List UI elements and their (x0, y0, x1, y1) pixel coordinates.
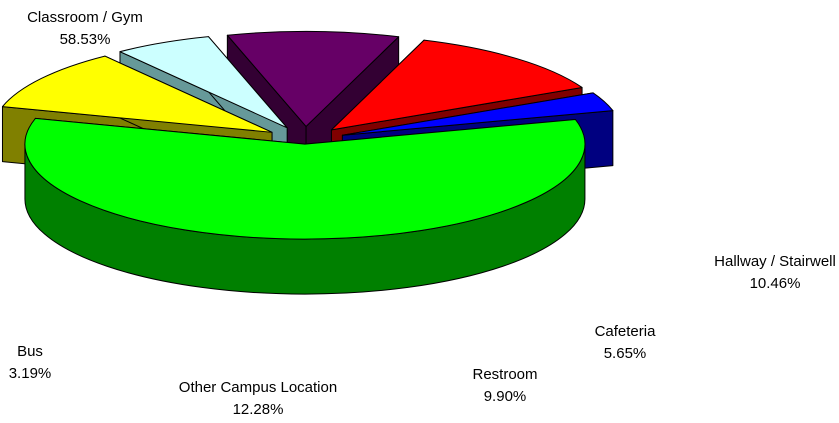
slice-value-label: 58.53% (60, 31, 111, 48)
slice-value-label: 10.46% (750, 275, 801, 292)
slice-label: Classroom / Gym (27, 9, 143, 26)
slice-label: Other Campus Location (179, 379, 337, 396)
pie-slice (1, 55, 273, 133)
slice-value-label: 3.19% (9, 365, 52, 382)
pie-slice (24, 117, 586, 240)
slice-label: Restroom (472, 366, 537, 383)
slice-value-label: 12.28% (233, 401, 284, 418)
pie-slice (341, 92, 614, 136)
pie-slice (119, 36, 288, 129)
slice-label: Bus (17, 343, 43, 360)
slice-label: Cafeteria (595, 323, 657, 340)
slice-label: Hallway / Stairwell (714, 253, 836, 270)
slice-value-label: 5.65% (604, 345, 647, 362)
pie-slice (330, 39, 583, 131)
slice-value-label: 9.90% (484, 388, 527, 405)
pie-slice (226, 30, 400, 127)
